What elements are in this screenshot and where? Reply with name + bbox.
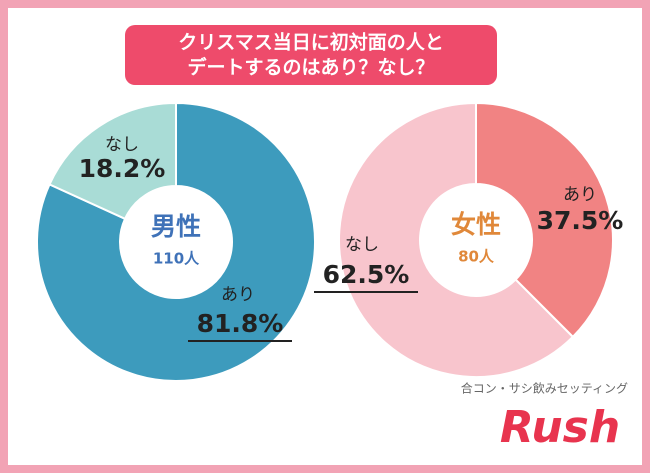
- center-label: 男性: [151, 212, 201, 241]
- tagline: 合コン・サシ飲みセッティング: [461, 381, 628, 396]
- donut-hole: [420, 184, 532, 296]
- category-label: なし: [345, 235, 379, 255]
- chart-title: クリスマス当日に初対面の人と: [178, 31, 443, 54]
- brand: Rush: [500, 402, 620, 453]
- center-sublabel: 80人: [458, 248, 495, 266]
- center-label: 女性: [451, 210, 501, 239]
- value-label: 62.5%: [323, 260, 410, 289]
- value-label: 18.2%: [79, 154, 166, 183]
- donut-hole: [120, 186, 232, 298]
- category-label: なし: [105, 135, 139, 155]
- chart-title: デートするのはあり？なし？: [187, 56, 434, 79]
- center-sublabel: 110人: [153, 250, 200, 268]
- title-box: [125, 25, 497, 85]
- value-label: 81.8%: [197, 309, 284, 338]
- category-label: あり: [563, 185, 597, 205]
- category-label: あり: [221, 285, 255, 305]
- value-label: 37.5%: [537, 206, 624, 235]
